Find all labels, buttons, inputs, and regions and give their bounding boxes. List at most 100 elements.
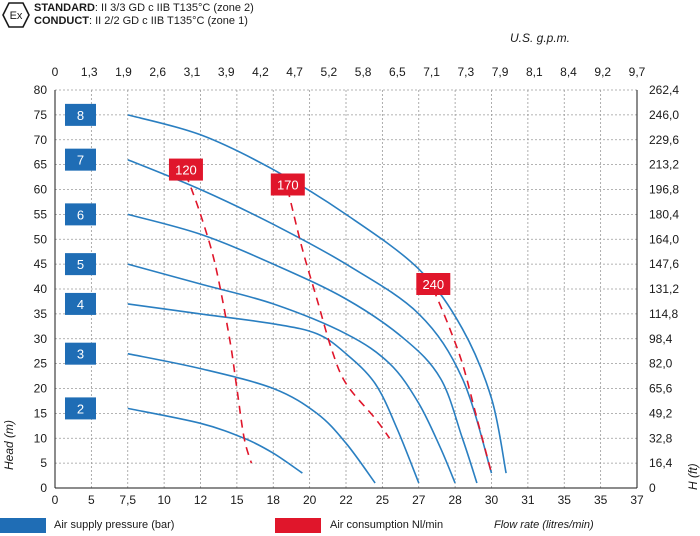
standard-line: STANDARD: II 3/3 GD c IIB T135°C (zone 2…	[34, 2, 254, 15]
y-right-tick-label: 82,0	[649, 357, 673, 371]
x-top-tick-label: 9,7	[629, 65, 646, 79]
ex-badge-text: Ex	[10, 10, 23, 22]
x-top-tick-label: 1,9	[115, 65, 132, 79]
x-tick-label: 20	[303, 493, 317, 507]
air-label-170: 170	[277, 178, 299, 193]
air-curve-170	[287, 189, 391, 439]
x-tick-label: 25	[376, 493, 390, 507]
pressure-label-box-7	[65, 148, 96, 171]
y-right-tick-label: 98,4	[649, 332, 673, 346]
x-tick-label: 0	[52, 493, 59, 507]
pressure-label-box-3	[65, 342, 96, 365]
y-right-tick-label: 32,8	[649, 431, 673, 445]
pressure-curve-3	[127, 352, 376, 484]
x-tick-label: 28	[448, 493, 462, 507]
conduct-label: CONDUCT	[34, 15, 89, 27]
y-right-tick-label: 229,6	[649, 133, 679, 147]
y-right-tick-label: 180,4	[649, 207, 679, 221]
y-right-tick-label: 262,4	[649, 83, 679, 97]
x-tick-label: 5	[88, 493, 95, 507]
standard-text: : II 3/3 GD c IIB T135°C (zone 2)	[94, 2, 254, 14]
y-right-tick-label: 49,2	[649, 406, 673, 420]
x-top-axis-title: U.S. g.p.m.	[510, 31, 570, 45]
y-right-tick-label: 213,2	[649, 158, 679, 172]
y-tick-label: 10	[34, 431, 48, 445]
x-top-tick-label: 1,3	[81, 65, 98, 79]
y-right-tick-label: 164,0	[649, 232, 679, 246]
y-tick-label: 0	[40, 481, 47, 495]
x-tick-label: 27	[412, 493, 426, 507]
y-tick-label: 50	[34, 232, 48, 246]
x-tick-label: 31	[521, 493, 535, 507]
x-top-tick-label: 3,1	[184, 65, 201, 79]
x-top-tick-label: 3,9	[218, 65, 235, 79]
pressure-label-6: 6	[77, 207, 84, 222]
x-top-tick-label: 4,2	[252, 65, 269, 79]
y-tick-label: 15	[34, 406, 48, 420]
x-top-tick-label: 8,4	[560, 65, 577, 79]
x-top-tick-label: 0	[52, 65, 59, 79]
pressure-label-7: 7	[77, 153, 84, 168]
pressure-label-box-8	[65, 103, 96, 126]
x-top-tick-label: 4,7	[286, 65, 303, 79]
y-tick-label: 5	[40, 456, 47, 470]
x-top-tick-label: 7,9	[492, 65, 509, 79]
chart-labels: 8 7 6 5 4 3 2 120 170 240	[65, 103, 451, 420]
x-tick-label: 35	[558, 493, 572, 507]
pressure-label-5: 5	[77, 257, 84, 272]
chart-grid	[54, 89, 638, 489]
y-tick-label: 20	[34, 382, 48, 396]
pressure-label-4: 4	[77, 297, 84, 312]
y-right-tick-label: 246,0	[649, 108, 679, 122]
y-right-tick-label: 147,6	[649, 257, 679, 271]
ex-hexagon-icon: Ex	[2, 2, 30, 28]
y-tick-label: 30	[34, 332, 48, 346]
legend-air-consumption: Air consumption Nl/min	[330, 519, 444, 531]
y-tick-label: 55	[34, 207, 48, 221]
y-tick-label: 35	[34, 307, 48, 321]
x-tick-label: 12	[194, 493, 208, 507]
chart-axes: 0 05 16,410 32,815 49,220 65,625 82,030 98,435 1…	[2, 31, 700, 507]
x-tick-label: 37	[630, 493, 644, 507]
x-top-tick-label: 5,8	[355, 65, 372, 79]
legend-swatch-air-consumption	[275, 518, 321, 533]
y-tick-label: 75	[34, 108, 48, 122]
x-tick-label: 35	[594, 493, 608, 507]
pressure-label-box-2	[65, 397, 96, 420]
y-axis-title: Head (m)	[2, 420, 16, 470]
pressure-curve-8	[127, 114, 507, 474]
y-right-tick-label: 196,8	[649, 183, 679, 197]
air-label-box-240	[416, 273, 451, 295]
air-label-120: 120	[175, 163, 197, 178]
y-tick-label: 80	[34, 83, 48, 97]
legend-swatch-air-supply	[0, 518, 46, 533]
x-tick-label: 10	[157, 493, 171, 507]
air-curve-120	[185, 174, 253, 464]
pressure-curve-6	[127, 213, 478, 484]
pressure-label-box-4	[65, 292, 96, 315]
x-top-tick-label: 6,5	[389, 65, 406, 79]
air-label-240: 240	[422, 277, 444, 292]
y-right-tick-label: 0	[649, 481, 656, 495]
pressure-label-2: 2	[77, 401, 84, 416]
pressure-label-box-5	[65, 253, 96, 276]
y-right-tick-label: 65,6	[649, 382, 673, 396]
x-tick-label: 22	[339, 493, 353, 507]
x-top-tick-label: 9,2	[594, 65, 611, 79]
y-tick-label: 40	[34, 282, 48, 296]
pressure-label-8: 8	[77, 108, 84, 123]
x-tick-label: 30	[485, 493, 499, 507]
x-top-tick-label: 8,1	[526, 65, 543, 79]
x-top-tick-label: 7,1	[423, 65, 440, 79]
x-top-tick-label: 2,6	[149, 65, 166, 79]
conduct-text: : II 2/2 GD c IIB T135°C (zone 1)	[89, 15, 248, 27]
y-right-tick-label: 16,4	[649, 456, 673, 470]
x-tick-label: 15	[230, 493, 244, 507]
x-top-tick-label: 7,3	[457, 65, 474, 79]
standard-label: STANDARD	[34, 2, 95, 14]
x-tick-label: 18	[267, 493, 281, 507]
conduct-line: CONDUCT: II 2/2 GD c IIB T135°C (zone 1)	[34, 15, 248, 28]
y-tick-label: 25	[34, 357, 48, 371]
air-label-box-120	[168, 158, 203, 181]
